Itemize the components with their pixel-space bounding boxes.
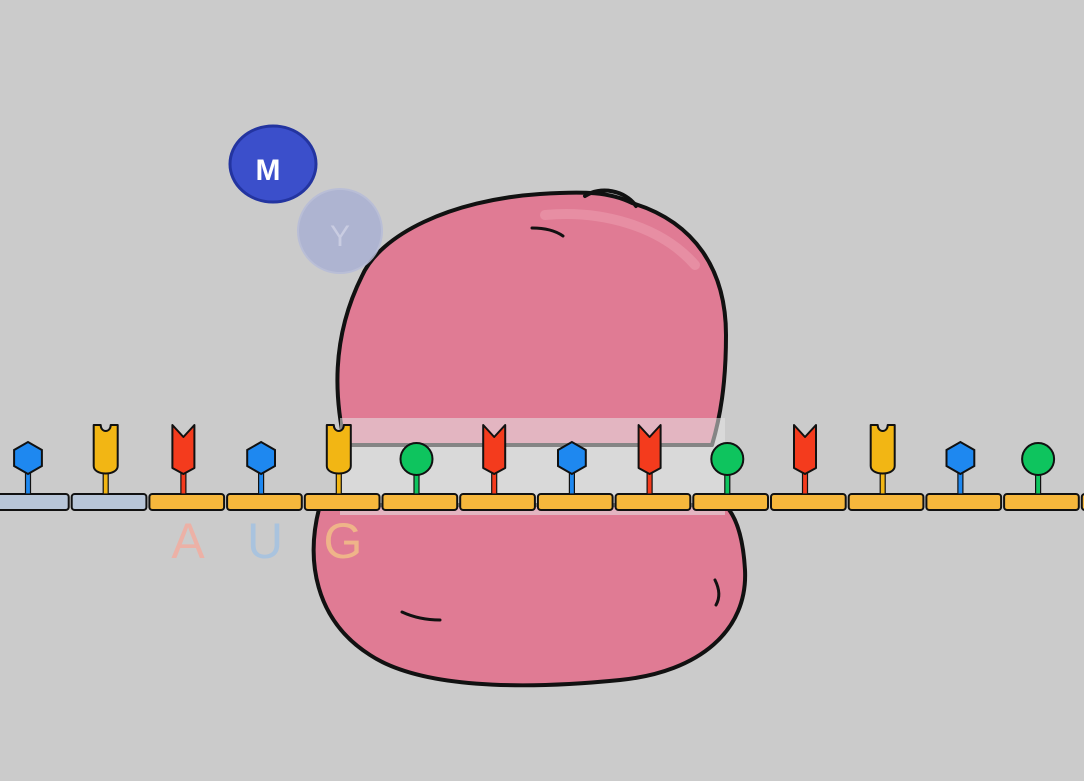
ribosome-crease-right xyxy=(713,578,721,607)
nucleotide-u xyxy=(246,440,276,495)
mrna-backbone-segment xyxy=(1003,493,1080,511)
start-codon: A U G xyxy=(171,513,362,569)
nucleotide-g xyxy=(1021,442,1056,495)
mrna-backbone-segment xyxy=(70,493,148,511)
nucleotide-u xyxy=(13,440,43,495)
nucleotide-a xyxy=(482,424,507,495)
mrna-backbone-segment xyxy=(0,493,70,511)
nucleotide-a xyxy=(793,424,817,495)
nucleotide-c xyxy=(325,424,352,495)
nucleotide-u xyxy=(557,440,587,495)
codon-letter-u: U xyxy=(247,513,283,569)
nucleotide-g xyxy=(710,442,745,495)
nucleotide-a xyxy=(637,424,662,495)
mrna-backbone-segment xyxy=(226,493,303,511)
ribosome-large-subunit-bump xyxy=(583,188,638,208)
mrna-backbone-segment xyxy=(303,493,381,511)
mrna-backbone-segment xyxy=(148,493,226,511)
codon-letter-a: A xyxy=(171,513,205,569)
mrna-backbone-segment xyxy=(692,493,769,511)
ribosome-crease-bottom xyxy=(400,610,442,622)
ribosome-highlight xyxy=(540,209,700,270)
amino-acid-y-label: Y xyxy=(330,220,350,253)
amino-acid-y: Y xyxy=(297,188,383,274)
mrna-backbone-segment xyxy=(847,493,925,511)
mrna-backbone-segment xyxy=(770,493,847,511)
mrna-strand xyxy=(0,424,1084,511)
nucleotide-u xyxy=(945,440,976,495)
ribosome-large-subunit xyxy=(335,190,728,447)
nucleotide-c xyxy=(869,424,896,495)
amino-acid-m-label: M xyxy=(256,154,281,187)
nucleotide-a xyxy=(171,424,196,495)
mrna-backbone-segment xyxy=(1080,493,1084,511)
amino-acid-m: M xyxy=(228,124,318,204)
nucleotide-g xyxy=(399,442,434,495)
ribosome-crease-top xyxy=(530,226,565,238)
codon-letter-g: G xyxy=(324,513,363,569)
mrna-backbone-segment xyxy=(381,493,459,511)
mrna-backbone-segment xyxy=(925,493,1003,511)
mrna-backbone-segment xyxy=(614,493,692,511)
mrna-backbone-segment xyxy=(459,493,536,511)
ribosome-small-subunit xyxy=(311,503,748,688)
mrna-backbone-segment xyxy=(536,493,614,511)
nucleotide-c xyxy=(92,424,119,495)
